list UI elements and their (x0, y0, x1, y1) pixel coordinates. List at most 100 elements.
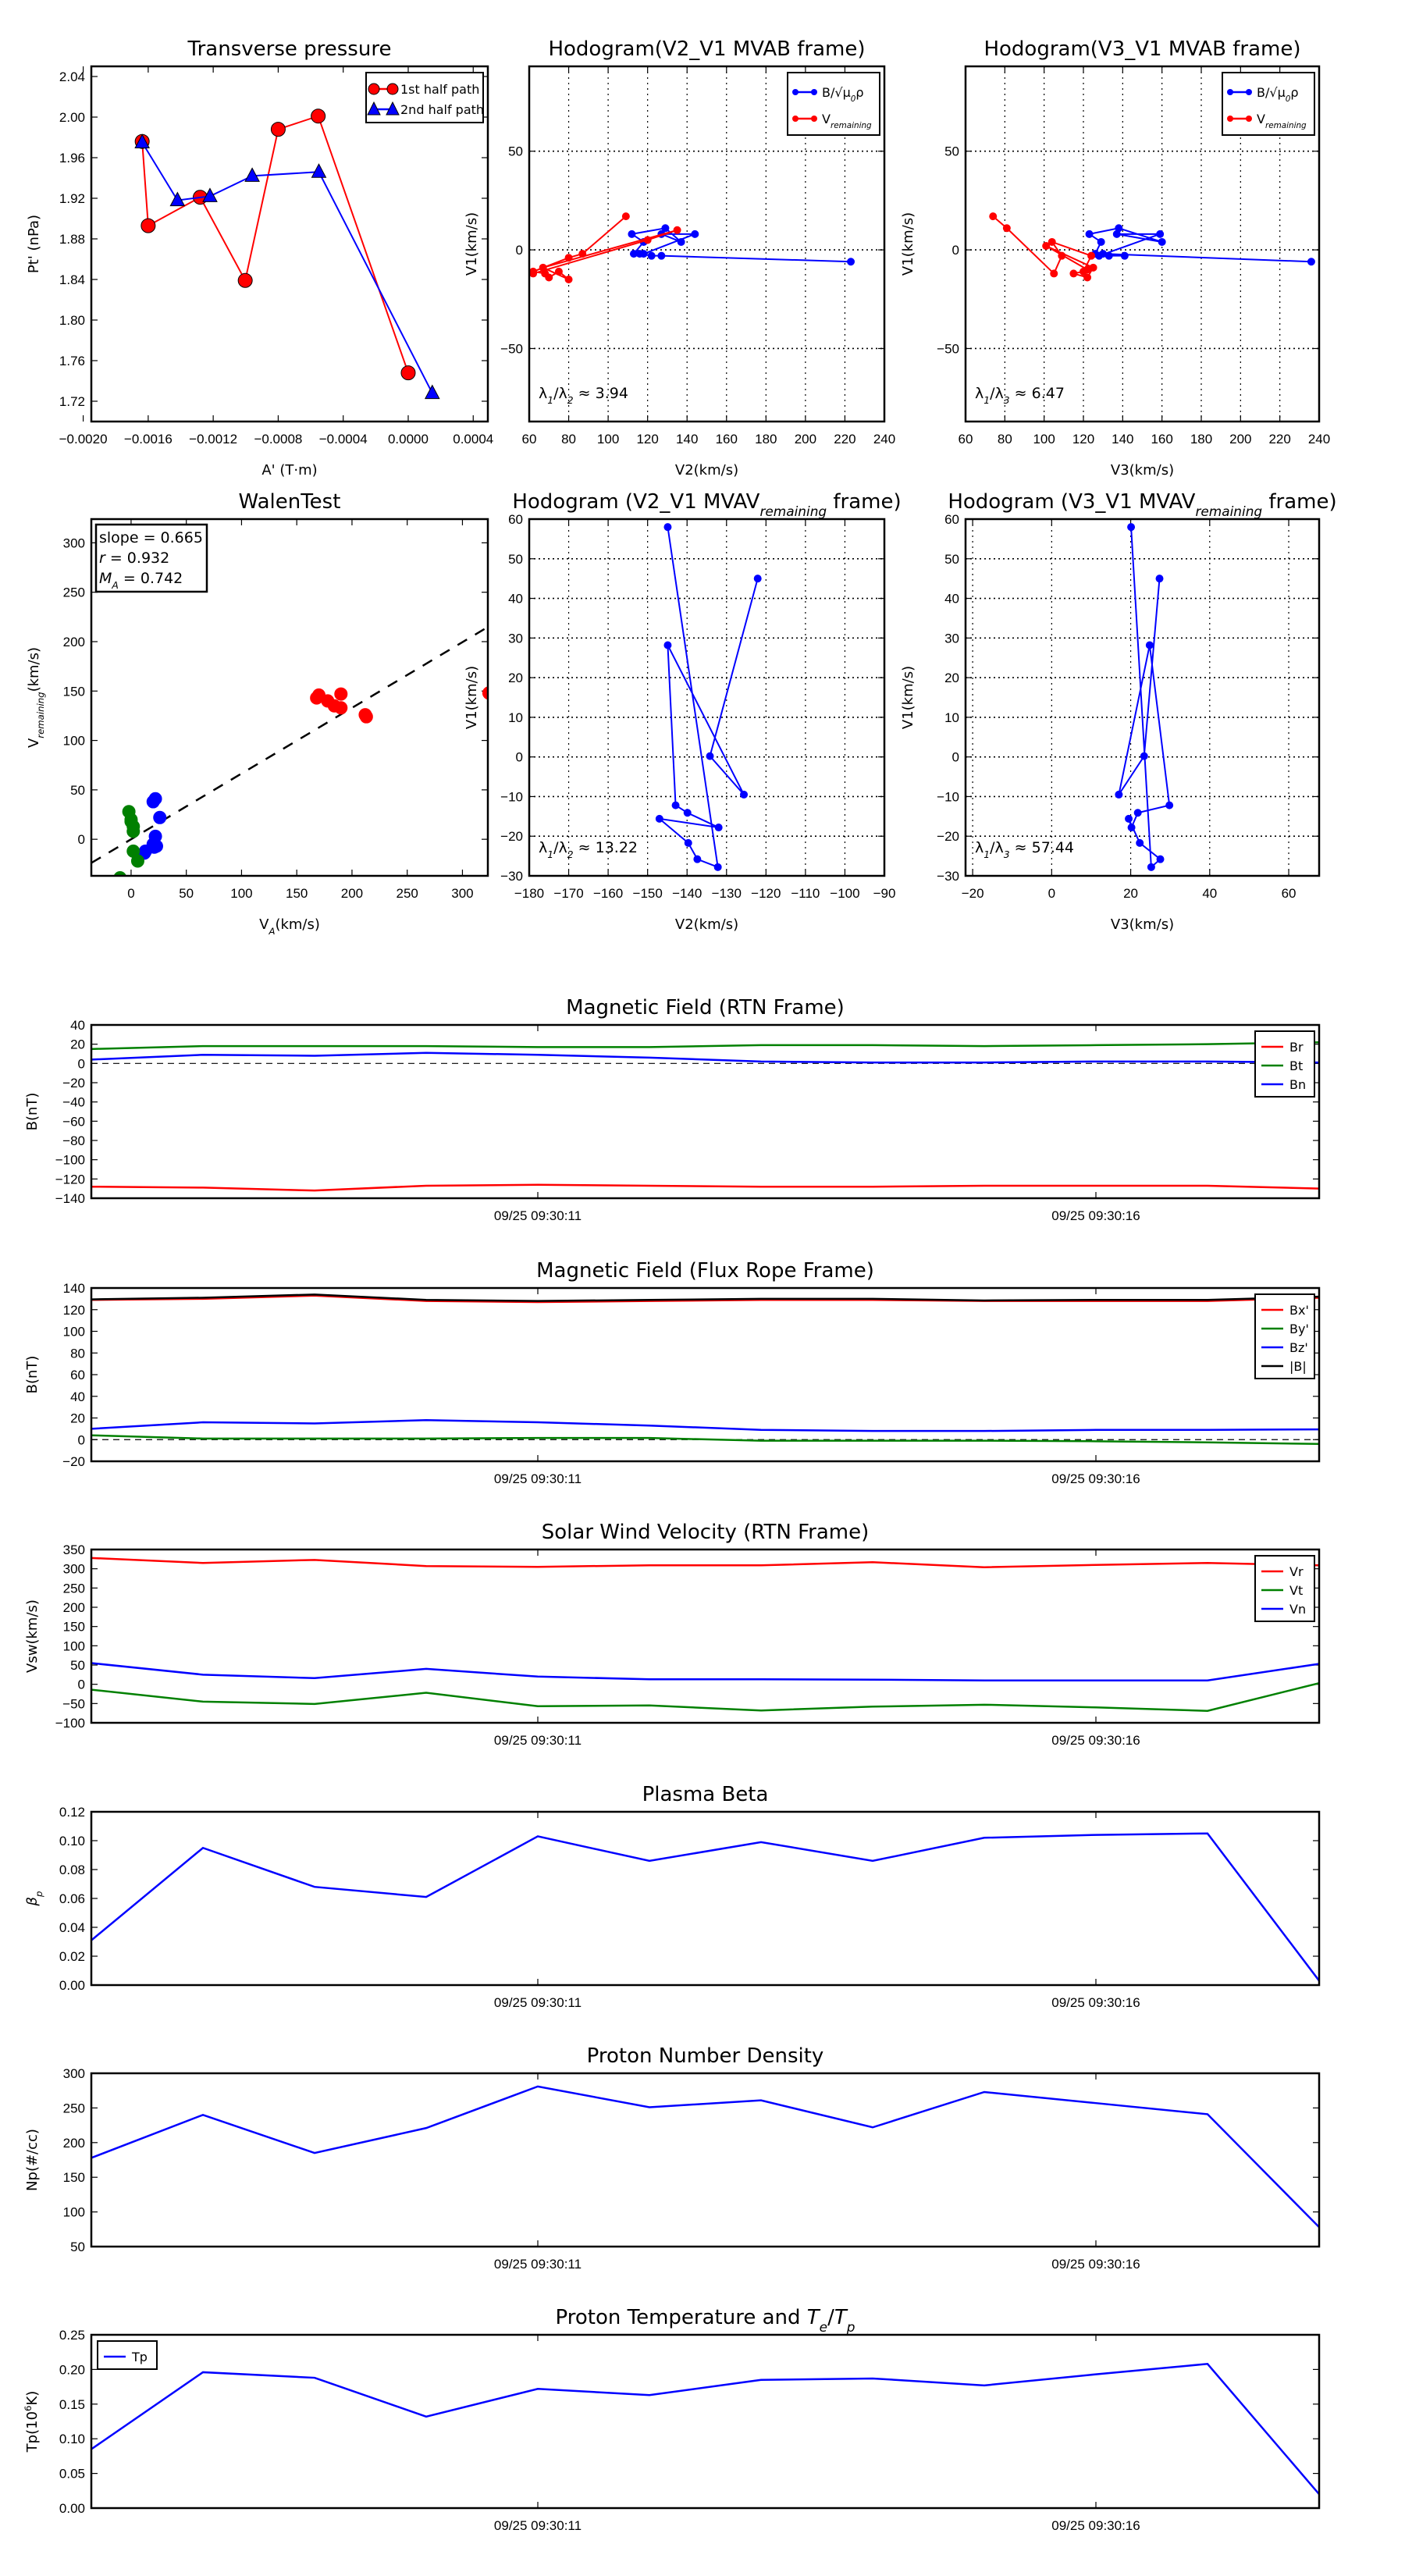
y-tick-label: 0 (78, 1678, 85, 1692)
y-tick-label: 0.02 (59, 1949, 85, 1964)
y-tick-label: −80 (62, 1133, 85, 1148)
walen-test-series-2-point (113, 871, 126, 876)
y-axis-label: Pt' (nPa) (26, 215, 42, 273)
x-tick-label: 100 (230, 886, 252, 901)
hodogram-v3-v1-mvab-series-0-point (1104, 251, 1113, 260)
legend-marker (1227, 89, 1233, 95)
hodogram-v2-v1-mvav-chart: Hodogram (V2_V1 MVAVremaining frame) −180… (464, 490, 902, 933)
legend-label: Br (1289, 1040, 1304, 1055)
eigenvalue-ratio-annotation-part: 2 (567, 395, 574, 406)
y-axis-label-part: 6 (23, 2406, 34, 2411)
y-tick-label: 300 (63, 1562, 85, 1577)
y-tick-label: 30 (508, 631, 523, 646)
hodogram-v3-v1-mvav-series-0-point (1136, 838, 1144, 847)
y-tick-label: 250 (63, 585, 85, 600)
hodogram-v2-v1-mvab-series-1-point (643, 236, 652, 244)
walen-stat-line-part: slope = 0.665 (99, 529, 203, 546)
hodogram-v2-v1-mvav-series-0-point (740, 790, 749, 799)
y-tick-label: 0 (78, 1056, 85, 1071)
hodogram-v3-v1-mvab-series-0-point (1085, 229, 1094, 238)
x-axis-label: VA(km/s) (259, 916, 320, 937)
legend: B/√μ0ρ Vremaining (787, 72, 880, 136)
x-tick-label: 250 (397, 886, 418, 901)
legend: 1st half path 2nd half path (365, 72, 484, 123)
chart-title: Transverse pressure (187, 37, 392, 61)
chart-title: Plasma Beta (642, 1783, 769, 1806)
eigenvalue-ratio-annotation: λ1/λ2 ≈ 3.94 (539, 385, 628, 406)
y-tick-label: 50 (70, 2240, 85, 2254)
walen-test-series-1-point (149, 839, 163, 853)
walen-test-series-1-point (148, 792, 162, 806)
y-tick-label: −20 (62, 1076, 85, 1091)
walen-test-series-2-point (126, 824, 140, 838)
x-tick-label: 40 (1202, 886, 1217, 901)
plasma-beta-chart: Plasma Beta 09/25 09:30:11 09/25 09:30:16 0… (24, 1783, 1321, 2010)
hodogram-v3-v1-mvab-series-1-point (1069, 269, 1078, 278)
chart-title-part: Proton Temperature and (556, 2306, 807, 2329)
y-tick-label: 0 (952, 243, 959, 258)
hodogram-v2-v1-mvav-series-0-point (753, 575, 762, 583)
hodogram-v2-v1-mvav-series-0-point (713, 863, 722, 871)
y-tick-label: 2.00 (59, 110, 85, 125)
legend: Bx' By' Bz' |B| (1254, 1293, 1315, 1379)
hodogram-v2-v1-mvab-series-0-point (628, 229, 636, 238)
x-tick-label: 220 (834, 432, 855, 447)
eigenvalue-ratio-annotation-part: 2 (567, 849, 574, 860)
hodogram-v2-v1-mvav-series-0-point (655, 814, 663, 823)
x-tick-label: −130 (712, 886, 742, 901)
y-axis-label: Vsw(km/s) (24, 1599, 41, 1673)
y-tick-label: 150 (63, 1620, 85, 1635)
hodogram-v2-v1-mvab-series-0-point (647, 251, 656, 260)
hodogram-v2-v1-mvab-series-1-point (564, 254, 573, 262)
hodogram-v3-v1-mvav-series-0-point (1145, 641, 1154, 649)
x-tick-label: 80 (561, 432, 576, 447)
x-tick-label: 240 (1308, 432, 1330, 447)
x-tick-label: −180 (514, 886, 544, 901)
transverse-pressure-chart: Transverse pressure −0.0020 −0.0016 −0.0012… (26, 37, 493, 479)
eigenvalue-ratio-annotation-part: 1 (547, 849, 553, 860)
y-tick-label: 40 (944, 592, 959, 607)
x-tick-label: −0.0012 (189, 432, 237, 447)
walen-stat-line: r = 0.932 (99, 550, 169, 567)
eigenvalue-ratio-annotation-part: 1 (984, 395, 990, 406)
y-tick-label: 1.92 (59, 191, 85, 206)
legend-label: 1st half path (400, 82, 479, 97)
hodogram-v2-v1-mvav-series-0-point (693, 855, 702, 863)
legend-label: Bt (1289, 1059, 1303, 1073)
walen-stat-line: slope = 0.665 (99, 529, 203, 546)
x-tick-label: 09/25 09:30:16 (1051, 1208, 1140, 1223)
eigenvalue-ratio-annotation-part: /λ (990, 385, 1004, 402)
transverse-pressure-series-0-point (270, 122, 286, 137)
eigenvalue-ratio-annotation-part: ≈ 57.44 (1010, 839, 1074, 856)
hodogram-v3-v1-mvav-series-0-point (1127, 824, 1136, 832)
y-tick-label: 50 (508, 552, 523, 567)
y-tick-label: 1.80 (59, 313, 85, 328)
y-tick-label: 80 (70, 1346, 85, 1361)
x-tick-label: 09/25 09:30:16 (1051, 1471, 1140, 1486)
transverse-pressure-series-0-point (311, 109, 326, 124)
eigenvalue-ratio-annotation: λ1/λ3 ≈ 57.44 (975, 839, 1074, 860)
legend-label-part: remaining (831, 121, 872, 130)
y-axis-label-part: Tp(10 (24, 2411, 41, 2453)
x-tick-label: 09/25 09:30:11 (494, 1733, 582, 1748)
legend-box (365, 72, 484, 123)
hodogram-v3-v1-mvab-series-0-point (1158, 237, 1166, 246)
y-tick-label: 100 (63, 1638, 85, 1653)
y-tick-label: −100 (55, 1153, 85, 1168)
hodogram-v2-v1-mvab-series-0-point (657, 251, 666, 260)
y-tick-label: 50 (70, 1658, 85, 1673)
y-tick-label: 0.12 (59, 1805, 85, 1820)
y-tick-label: −140 (55, 1191, 85, 1206)
y-tick-label: 1.96 (59, 151, 85, 165)
y-axis-label: V1(km/s) (900, 212, 916, 276)
hodogram-v2-v1-mvab-series-0-point (629, 250, 638, 258)
x-tick-label: −170 (553, 886, 583, 901)
eigenvalue-ratio-annotation-part: λ (539, 839, 547, 856)
x-tick-label: −0.0004 (319, 432, 368, 447)
y-axis-label-part: p (34, 1891, 44, 1898)
legend-marker (1246, 89, 1252, 95)
y-tick-label: 1.88 (59, 232, 85, 247)
hodogram-v3-v1-mvav-series-0-point (1127, 523, 1136, 532)
legend-label: Vremaining (1257, 112, 1307, 130)
